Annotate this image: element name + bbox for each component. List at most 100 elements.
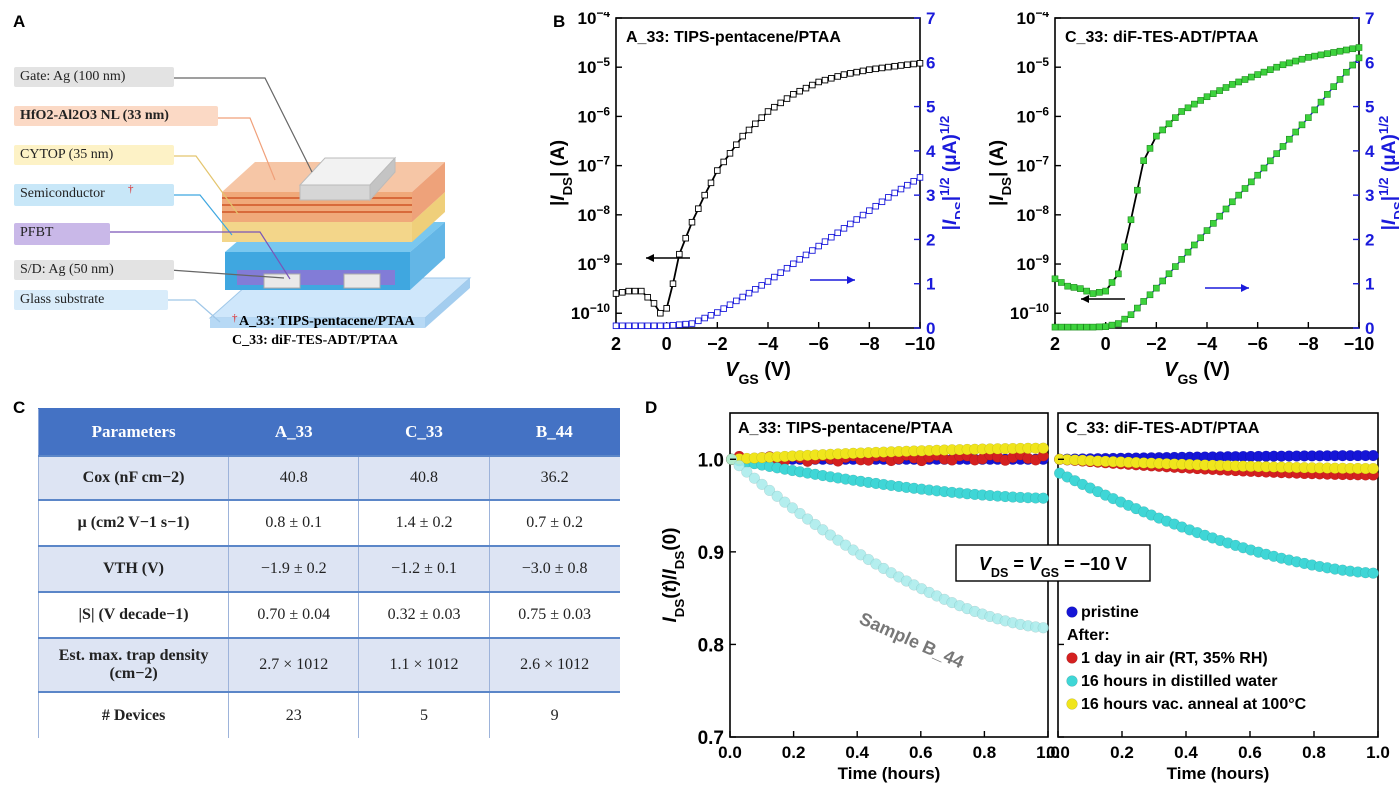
data-point [1349,61,1356,69]
data-point [625,322,632,330]
parameter-value-cell: 36.2 [488,455,620,500]
left-axis-arrow-head [646,254,654,262]
data-point [1229,81,1236,88]
data-point [790,91,797,98]
layer-label-glass: Glass substrate [14,290,168,310]
left-axis-arrow-head [1081,295,1089,303]
y-tick-label: 10−10 [571,301,610,323]
data-point [631,287,639,295]
y2-tick-label: 5 [926,98,935,117]
data-point [1165,120,1173,128]
chart-title: C_33: diF-TES-ADT/PTAA [1066,420,1260,437]
data-point [828,233,835,241]
data-point [1235,191,1242,199]
data-point [752,286,759,293]
data-point [1311,106,1318,114]
data-point [1248,178,1255,186]
data-point [771,273,778,281]
x-tick-label: 0.4 [1174,743,1198,762]
x-tick-label: 0.0 [1046,743,1070,762]
y2-axis-label: |IDS|1/2 (μA)1/2 [1376,116,1399,231]
parameter-name-cell: Est. max. trap density (cm−2) [37,637,229,692]
parameter-name-cell: Cox (nF cm−2) [37,455,229,500]
data-point [1286,135,1293,143]
data-point [859,67,867,75]
data-point [1089,290,1097,297]
data-point [777,99,784,107]
parameter-name-cell: # Devices [37,691,229,738]
footnote-a33: A_33: TIPS-pentacene/PTAA [239,314,415,329]
data-point [720,305,727,312]
chart-title: C_33: diF-TES-ADT/PTAA [1065,29,1259,46]
y2-tick-label: 6 [1365,53,1374,72]
x-tick-label: 0.2 [1110,743,1134,762]
layer-label-sd: S/D: Ag (50 nm) [14,260,174,280]
data-point [1197,97,1204,104]
data-point [741,466,753,478]
layer-label-semiconductor: Semiconductor [20,186,105,201]
legend-marker [1066,675,1078,687]
data-point [1184,248,1192,256]
data-point [904,181,911,189]
y2-tick-label: 1 [1365,275,1374,294]
x-tick-label: 2 [1050,334,1060,354]
data-point [897,62,905,69]
x-tick-label: 0.8 [1302,743,1326,762]
data-point [1077,285,1084,292]
y2-tick-label: 4 [1365,142,1375,161]
sample-b44-annotation: Sample B_44 [856,608,967,672]
data-point [1305,54,1312,61]
x-axis-label: VGS (V) [1164,359,1230,387]
data-point [1121,243,1128,251]
y-tick-label: 10−9 [1017,252,1050,274]
data-point [1037,492,1049,504]
data-point [1037,622,1049,634]
data-point [625,287,632,295]
data-point [878,64,886,72]
data-point [612,322,620,330]
y-tick-label: 0.7 [698,728,724,749]
data-point [859,211,867,219]
y-tick-label: 10−8 [578,203,611,225]
x-tick-label: 0.2 [782,743,806,762]
data-point [777,269,784,276]
dagger-mark: † [128,183,134,195]
data-point [1343,46,1350,54]
data-point [688,218,696,226]
data-point [1317,98,1325,106]
data-point [1305,114,1312,121]
data-point [619,322,626,330]
data-point [1070,323,1078,331]
data-point [1292,57,1299,65]
data-point [695,317,702,325]
y2-tick-label: 2 [926,230,935,249]
table-header: Parameters [37,408,230,457]
parameter-value-cell: 2.6 × 1012 [488,637,620,692]
data-point [1077,323,1084,331]
data-point [1140,298,1147,305]
data-point [764,278,772,285]
legend-label: 16 hours vac. anneal at 100°C [1081,696,1307,713]
device-stack-diagram [108,77,472,328]
data-point [832,534,844,546]
data-point [1203,227,1211,234]
parameter-value-cell: 0.75 ± 0.03 [488,591,620,638]
parameter-name-cell: |S| (V decade−1) [37,591,229,638]
series-line [615,62,921,314]
layer-label-gate: Gate: Ag (100 nm) [14,67,174,87]
data-point [657,309,664,317]
right-axis-arrow-head [847,276,855,284]
x-axis-label: Time (hours) [1167,764,1270,783]
x-tick-label: 1.0 [1036,743,1060,762]
x-tick-label: 0.6 [909,743,933,762]
data-point [1336,47,1344,55]
x-tick-label: −2 [707,334,728,354]
data-point [1108,321,1116,329]
data-point [847,70,854,77]
data-point [796,87,803,95]
y-tick-label: 10−8 [1017,203,1050,225]
data-point [872,202,879,210]
data-point [745,289,753,297]
parameter-value-cell: 9 [488,691,620,738]
panel-c-letter: C [13,398,26,417]
